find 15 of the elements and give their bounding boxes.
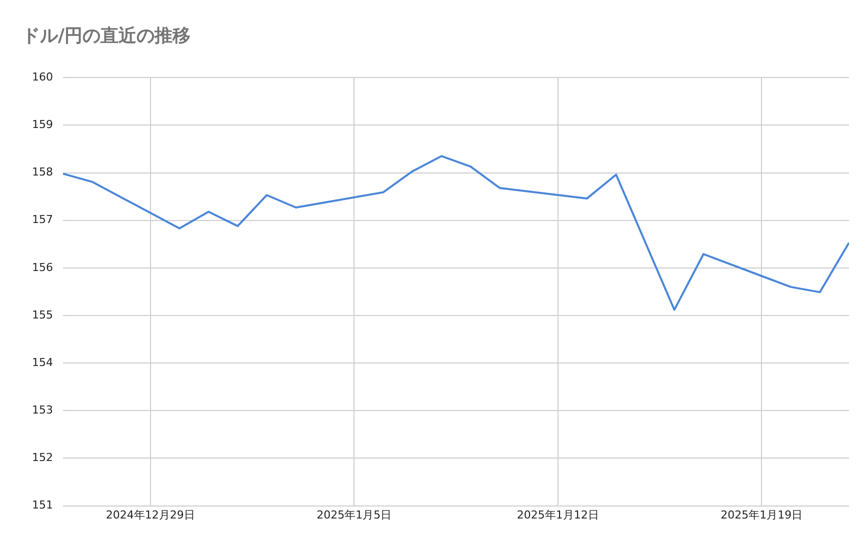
chart-title: ドル/円の直近の推移 (22, 25, 191, 46)
y-tick-label: 157 (32, 213, 53, 226)
y-tick-label: 152 (32, 451, 53, 464)
x-tick-label: 2025年1月5日 (316, 508, 392, 522)
y-tick-label: 155 (32, 308, 53, 322)
y-tick-label: 153 (32, 404, 53, 417)
x-tick-label: 2025年1月12日 (516, 508, 599, 522)
x-tick-label: 2024年12月29日 (106, 508, 195, 522)
y-tick-label: 156 (32, 260, 53, 274)
y-tick-label: 154 (32, 356, 53, 369)
y-tick-label: 158 (32, 166, 53, 179)
x-tick-label: 2025年1月19日 (720, 508, 803, 522)
y-tick-label: 160 (32, 70, 53, 84)
y-tick-label: 159 (32, 118, 53, 132)
y-tick-label: 151 (32, 498, 53, 512)
